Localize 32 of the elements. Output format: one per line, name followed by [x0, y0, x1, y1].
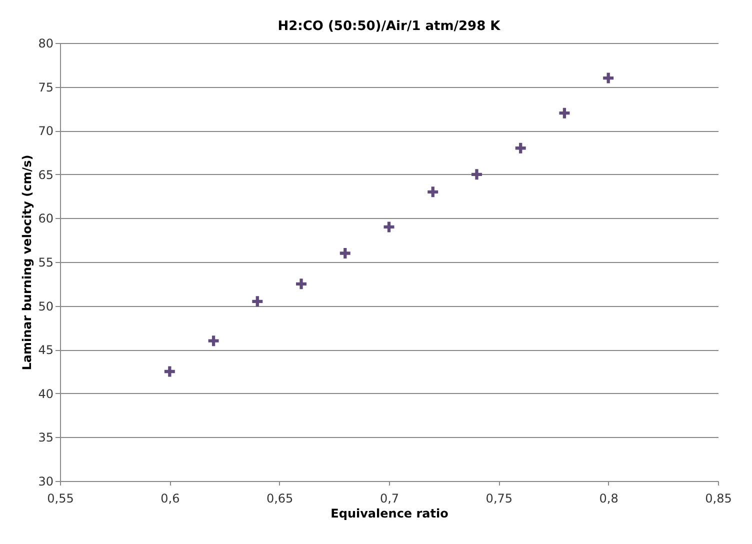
point: [252, 296, 263, 307]
y-tick-label: 45: [38, 343, 54, 358]
x-tick-label: 0,75: [486, 492, 513, 506]
point: [471, 169, 482, 180]
point: [603, 72, 614, 84]
y-tick-label: 60: [38, 212, 54, 226]
y-tick-label: 70: [38, 124, 54, 138]
x-tick-label: 0,8: [599, 492, 618, 506]
y-tick-label: 65: [38, 168, 54, 182]
y-axis-title: Laminar burning velocity (cm/s): [20, 154, 34, 370]
point: [164, 366, 175, 377]
y-tick-label: 35: [38, 430, 54, 445]
x-axis-title: Equivalence ratio: [330, 506, 448, 520]
y-tick-label: 40: [38, 386, 54, 401]
point: [515, 142, 526, 154]
y-tick-label: 55: [38, 256, 54, 270]
y-tick-label: 50: [38, 299, 54, 314]
point: [559, 108, 570, 118]
point: [340, 248, 350, 258]
y-tick-label: 30: [38, 474, 54, 488]
point: [296, 278, 307, 290]
point: [428, 186, 438, 198]
x-tick-label: 0,65: [266, 492, 294, 506]
x-tick-label: 0,7: [380, 492, 400, 506]
y-tick-label: 75: [38, 80, 54, 94]
x-tick-label: 0,85: [705, 492, 732, 506]
chart-title: H2:CO (50:50)/Air/1 atm/298 K: [278, 19, 502, 34]
x-tick-label: 0,6: [160, 492, 180, 506]
point: [384, 222, 394, 232]
y-tick-label: 80: [38, 36, 54, 50]
x-tick-label: 0,55: [47, 492, 74, 506]
point: [208, 336, 219, 346]
